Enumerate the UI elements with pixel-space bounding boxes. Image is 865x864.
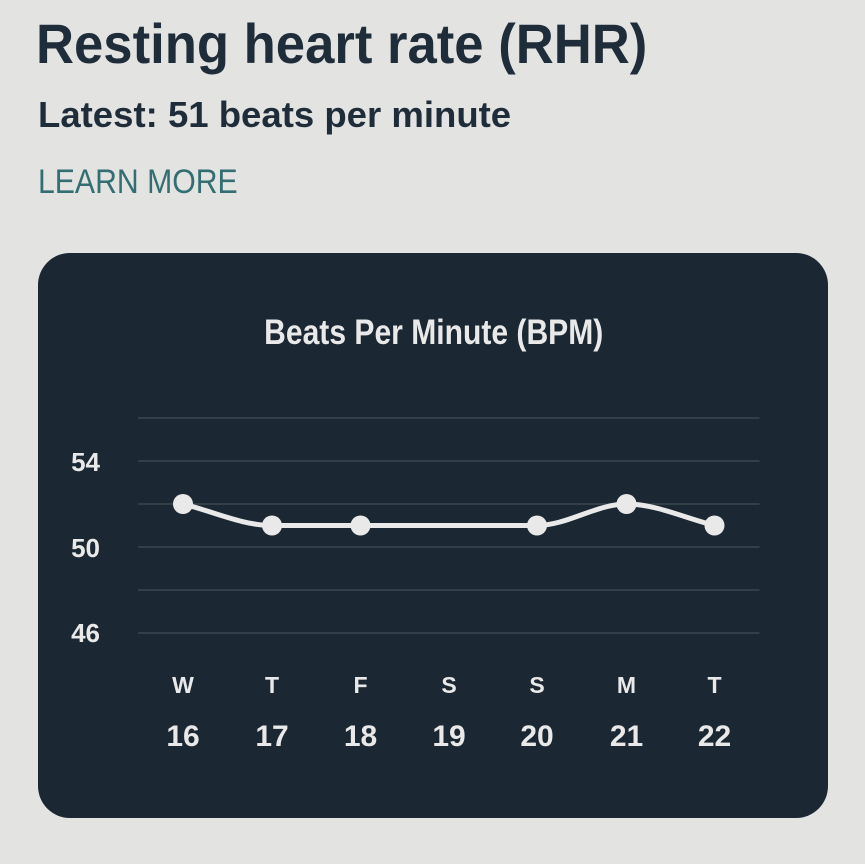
svg-text:M: M [617, 672, 636, 698]
svg-text:46: 46 [71, 618, 100, 648]
svg-text:22: 22 [698, 720, 731, 753]
svg-text:S: S [441, 672, 456, 698]
svg-text:F: F [353, 672, 367, 698]
svg-text:S: S [529, 672, 544, 698]
svg-text:T: T [707, 672, 721, 698]
svg-text:20: 20 [520, 720, 553, 753]
svg-text:18: 18 [344, 720, 377, 753]
svg-text:54: 54 [71, 447, 100, 477]
svg-text:W: W [172, 672, 194, 698]
svg-text:17: 17 [255, 720, 288, 753]
svg-text:21: 21 [610, 720, 643, 753]
svg-text:T: T [265, 672, 279, 698]
svg-text:19: 19 [432, 720, 465, 753]
svg-text:16: 16 [166, 720, 199, 753]
svg-text:50: 50 [71, 533, 100, 563]
